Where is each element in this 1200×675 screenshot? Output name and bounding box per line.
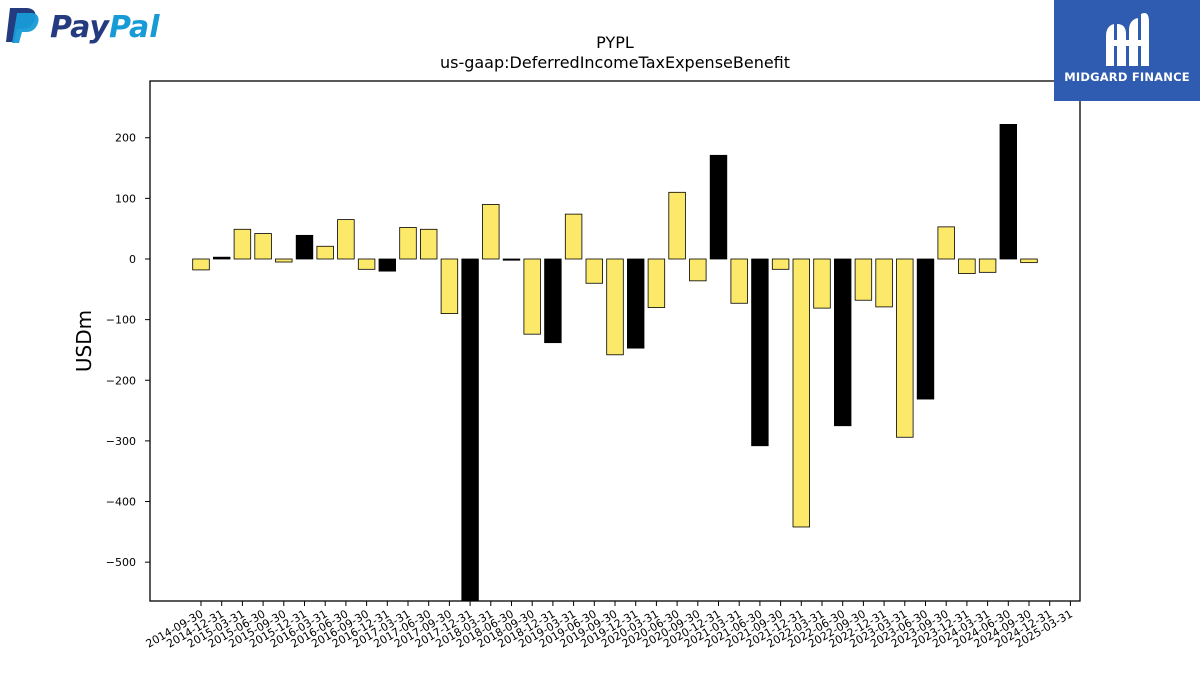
bar-25 [709,154,728,260]
y-tick-label-3: −100 [106,314,136,327]
bar-36 [937,226,955,260]
bar-20 [606,258,624,356]
bar-22 [647,258,666,308]
y-tick-label-0: 200 [115,132,136,145]
bar-4 [275,258,293,263]
x-ticks-group: 2014-09-302014-12-312015-03-312015-06-30… [144,601,1075,651]
svg-text:PayPal: PayPal [50,10,160,45]
paypal-p-icon: PayPal [6,8,160,45]
bar-8 [357,258,376,270]
bar-17 [544,258,562,344]
bar-0 [192,258,210,271]
midgard-m-icon [1106,13,1149,66]
bar-3 [254,233,272,260]
y-ticks-group: 200 100 0 −100 −200 −300 −400 −500 [106,132,150,569]
paypal-logo: PayPal [4,4,174,46]
bar-12 [440,258,459,314]
bar-38 [978,258,997,273]
bar-6 [316,245,334,260]
bar-5 [295,234,314,260]
bar-11 [419,228,438,260]
bar-27 [751,258,769,447]
chart-title: PYPL [596,33,634,52]
bar-29 [792,258,811,528]
bar-21 [627,258,645,349]
bar-1 [212,256,231,260]
bar-13 [461,258,479,602]
y-tick-label-7: −500 [106,556,136,569]
bar-9 [378,258,397,272]
bar-39 [999,124,1018,260]
y-axis-label: USDm [72,310,96,372]
bar-23 [668,191,686,260]
paypal-logo-pay: Pay [50,10,110,45]
plot-frame [149,80,1081,602]
y-tick-label-2: 0 [129,253,136,266]
bar-2 [233,228,252,260]
bars-group [192,124,1038,602]
bar-19 [585,258,604,284]
bar-7 [337,219,355,260]
bar-30 [813,258,831,309]
bar-28 [771,258,790,270]
bar-35 [916,258,935,400]
y-tick-label-1: 100 [115,192,136,205]
bar-31 [834,258,852,427]
bar-14 [482,204,500,260]
y-tick-label-6: −400 [106,496,136,509]
bar-32 [854,258,873,301]
paypal-logo-pal: Pal [109,10,160,45]
bar-26 [730,258,748,304]
bar-15 [502,258,521,261]
bar-37 [958,258,976,274]
y-tick-label-4: −200 [106,374,136,387]
bar-18 [564,213,583,260]
bar-33 [875,258,893,308]
bar-10 [399,227,417,260]
bar-40 [1020,258,1038,264]
bar-34 [896,258,914,438]
y-tick-label-5: −300 [106,435,136,448]
chart-subtitle: us-gaap:DeferredIncomeTaxExpenseBenefit [440,53,790,72]
bar-16 [523,258,541,335]
midgard-finance-logo: MIDGARD FINANCE [1054,0,1200,101]
midgard-finance-text: MIDGARD FINANCE [1064,70,1190,84]
bar-24 [689,258,707,282]
